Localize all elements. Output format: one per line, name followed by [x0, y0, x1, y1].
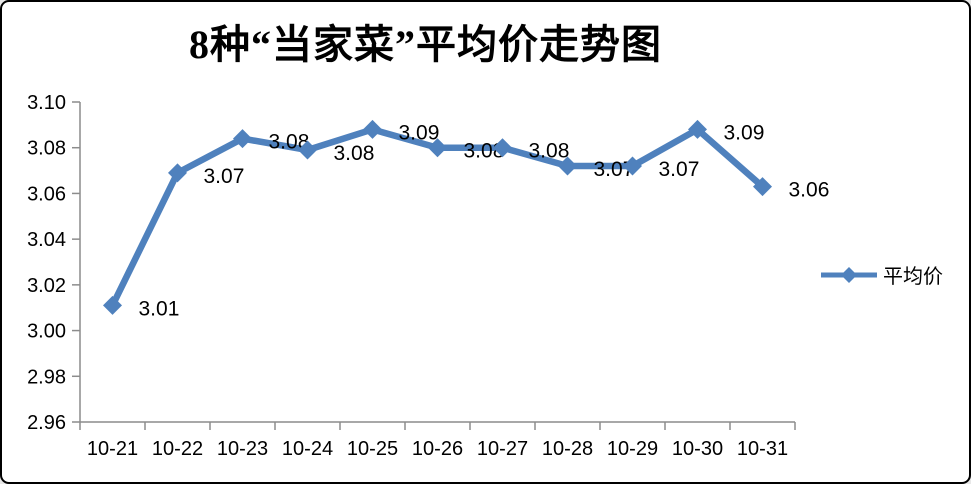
x-axis-tick-label: 10-21 — [87, 438, 138, 460]
legend-label: 平均价 — [883, 266, 943, 288]
x-axis-tick-label: 10-28 — [542, 438, 593, 460]
data-point-label: 3.07 — [204, 165, 245, 188]
data-point-label: 3.07 — [594, 158, 635, 181]
y-axis-tick-label: 3.04 — [27, 229, 66, 251]
data-point-label: 3.09 — [724, 121, 765, 144]
x-axis-tick-label: 10-25 — [347, 438, 398, 460]
data-point-marker — [363, 119, 382, 139]
legend-line-marker-icon — [821, 266, 877, 283]
chart-title: 8种“当家菜”平均价走势图 — [189, 22, 662, 67]
data-point-marker — [688, 119, 707, 139]
data-point-label: 3.01 — [139, 297, 180, 320]
x-axis-tick-label: 10-22 — [152, 438, 203, 460]
data-point-marker — [753, 177, 772, 197]
data-point-label: 3.08 — [464, 140, 505, 163]
x-axis-tick-label: 10-24 — [282, 438, 333, 460]
x-axis-tick-label: 10-29 — [607, 438, 658, 460]
y-axis-tick-label: 3.02 — [27, 275, 66, 297]
data-point-label: 3.08 — [334, 142, 375, 165]
data-point-label: 3.08 — [269, 131, 310, 154]
data-point-marker — [233, 129, 252, 149]
x-axis-tick-label: 10-27 — [477, 438, 528, 460]
x-axis-tick-label: 10-23 — [217, 438, 268, 460]
data-point-label: 3.06 — [789, 179, 830, 202]
data-point-marker — [493, 138, 512, 158]
x-axis-tick-label: 10-31 — [737, 438, 788, 460]
data-point-label: 3.08 — [529, 140, 570, 163]
x-axis-tick-label: 10-30 — [672, 438, 723, 460]
data-point-label: 3.07 — [659, 158, 700, 181]
y-axis-tick-label: 2.96 — [27, 412, 66, 434]
y-axis-tick-label: 3.06 — [27, 183, 66, 205]
x-axis-tick-label: 10-26 — [412, 438, 463, 460]
y-axis-tick-label: 3.08 — [27, 138, 66, 160]
data-point-marker — [428, 138, 447, 158]
data-point-marker — [558, 156, 577, 176]
data-point-marker — [623, 156, 642, 176]
data-point-marker — [103, 295, 122, 315]
data-point-label: 3.09 — [399, 121, 440, 144]
legend[interactable]: 平均价 — [820, 260, 943, 289]
y-axis-tick-label: 2.98 — [27, 366, 66, 388]
y-axis-tick-label: 3.10 — [27, 92, 66, 114]
data-point-marker — [298, 140, 317, 160]
data-point-marker — [168, 163, 187, 183]
y-axis-tick-label: 3.00 — [27, 321, 66, 343]
